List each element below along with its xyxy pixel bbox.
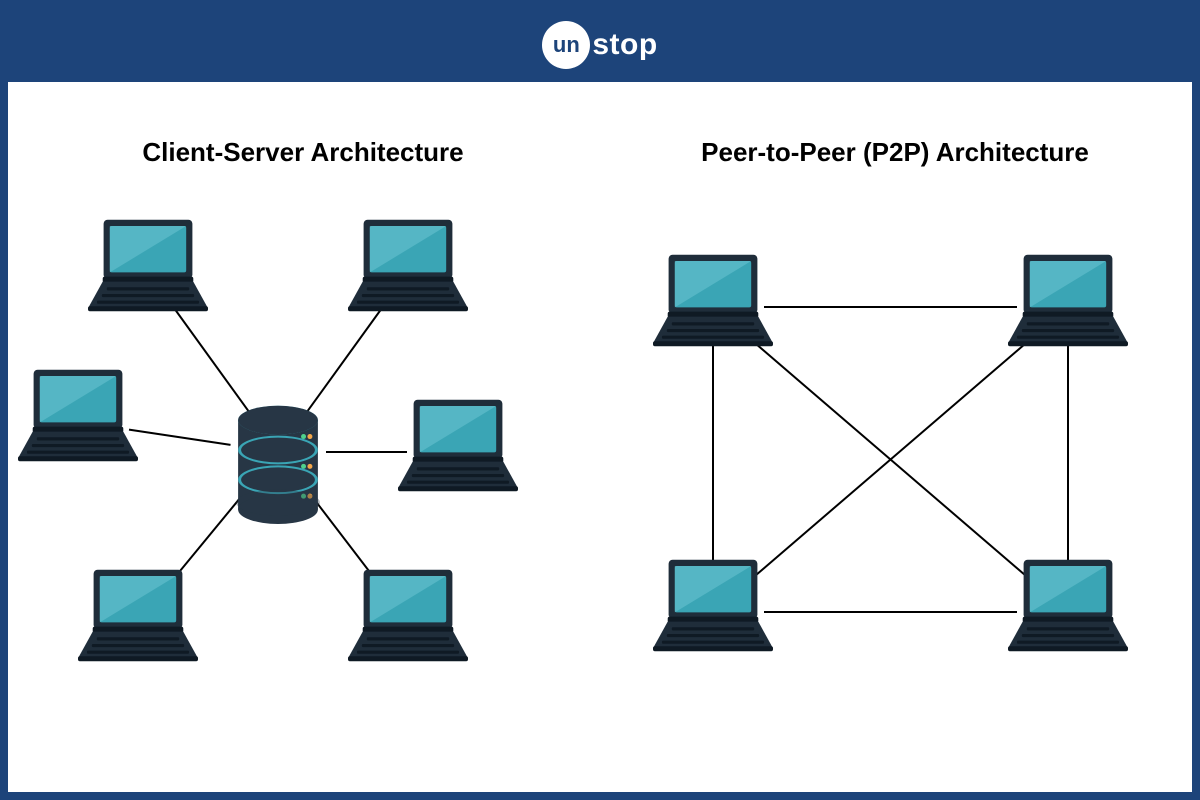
- brand-logo-circle: un: [542, 21, 590, 69]
- panel-client-server: Client-Server Architecture: [8, 82, 598, 792]
- brand-logo: un stop: [542, 21, 657, 69]
- connection-edge: [172, 305, 250, 413]
- laptop-icon: [398, 400, 518, 492]
- laptop-icon: [348, 570, 468, 662]
- laptop-icon: [348, 220, 468, 312]
- laptop-icon: [1008, 255, 1128, 347]
- connection-edge: [129, 430, 231, 445]
- panel-p2p: Peer-to-Peer (P2P) Architecture: [598, 82, 1192, 792]
- laptop-icon: [653, 560, 773, 652]
- diagram-frame: un stop Client-Server Architecture Peer-…: [0, 0, 1200, 800]
- brand-logo-text: stop: [592, 28, 657, 62]
- edges: [713, 307, 1068, 612]
- server-database-icon: [236, 406, 320, 524]
- diagram-client-server: [8, 82, 598, 792]
- connection-edge: [306, 305, 384, 413]
- laptop-icon: [88, 220, 208, 312]
- laptop-icon: [653, 255, 773, 347]
- laptop-icon: [18, 370, 138, 462]
- laptop-icon: [1008, 560, 1128, 652]
- content-area: Client-Server Architecture Peer-to-Peer …: [8, 82, 1192, 792]
- header-bar: un stop: [8, 8, 1192, 82]
- diagram-p2p: [598, 82, 1192, 792]
- laptop-icon: [78, 570, 198, 662]
